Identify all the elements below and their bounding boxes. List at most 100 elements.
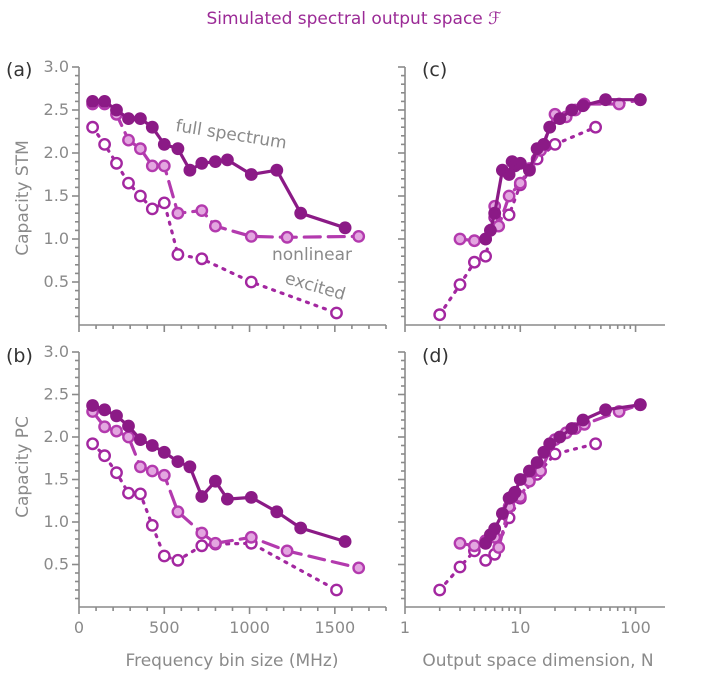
data-point-nonlinear bbox=[502, 189, 516, 203]
data-point-nonlinear bbox=[453, 232, 467, 246]
data-point-full bbox=[195, 156, 209, 170]
plot-area-a: 3.0 2.5 2.0 1.5 1.0 0.5 bbox=[44, 57, 387, 332]
data-point-full bbox=[565, 422, 579, 435]
data-point-full bbox=[338, 535, 352, 548]
data-point-full bbox=[294, 521, 308, 535]
data-point-full bbox=[513, 156, 527, 170]
plot-area-c bbox=[398, 66, 665, 332]
data-point-excited bbox=[502, 208, 516, 222]
data-point-full bbox=[220, 153, 234, 167]
y-tick-label: 2.0 bbox=[44, 427, 69, 446]
data-point-full bbox=[294, 206, 308, 220]
data-point-nonlinear bbox=[195, 526, 209, 540]
data-point-full bbox=[208, 155, 222, 169]
data-point-excited bbox=[453, 278, 467, 291]
data-point-full bbox=[576, 99, 590, 113]
xlabel-frequency: Frequency bin size (MHz) bbox=[126, 651, 339, 671]
annotation-excited: excited bbox=[283, 269, 348, 305]
data-point-excited bbox=[157, 196, 171, 210]
panel-label-b: (b) bbox=[6, 345, 33, 367]
ylabel-pc: Capacity PC bbox=[13, 416, 33, 518]
y-tick-label: 0.5 bbox=[44, 272, 69, 291]
data-point-nonlinear bbox=[208, 536, 222, 550]
data-point-nonlinear bbox=[352, 229, 366, 243]
figure-title: Simulated spectral output space ℱ bbox=[206, 9, 501, 29]
data-point-full bbox=[495, 507, 509, 520]
data-point-nonlinear bbox=[122, 133, 135, 147]
data-point-excited bbox=[98, 137, 112, 151]
annotation-nonlinear: nonlinear bbox=[272, 245, 352, 265]
data-point-excited bbox=[145, 202, 159, 216]
y-tick-label: 2.5 bbox=[44, 100, 69, 119]
data-point-nonlinear bbox=[513, 176, 527, 190]
data-point-full bbox=[270, 163, 284, 177]
data-point-nonlinear bbox=[453, 536, 467, 550]
data-point-excited bbox=[330, 306, 343, 320]
data-point-nonlinear bbox=[145, 464, 159, 478]
x-tick-label: 0 bbox=[74, 618, 84, 637]
x-tick-label: 500 bbox=[149, 618, 180, 637]
data-point-full bbox=[488, 522, 502, 536]
data-point-excited bbox=[171, 553, 185, 567]
data-point-excited bbox=[157, 549, 171, 563]
data-point-full bbox=[122, 419, 135, 433]
data-point-nonlinear bbox=[171, 206, 185, 220]
data-point-nonlinear bbox=[244, 229, 258, 243]
data-point-full bbox=[157, 137, 171, 151]
data-point-full bbox=[508, 485, 522, 499]
data-point-excited bbox=[195, 539, 209, 553]
data-point-full bbox=[171, 142, 185, 156]
x-tick-label: 100 bbox=[620, 618, 651, 637]
data-point-full bbox=[502, 168, 516, 181]
data-point-excited bbox=[453, 560, 467, 574]
data-point-full bbox=[338, 221, 352, 235]
data-point-excited bbox=[467, 255, 481, 269]
data-point-excited bbox=[433, 308, 447, 322]
data-point-full bbox=[98, 95, 112, 108]
data-point-full bbox=[537, 137, 551, 151]
data-point-full bbox=[110, 103, 123, 117]
data-point-nonlinear bbox=[145, 159, 159, 173]
series-line-excited bbox=[90, 442, 339, 592]
y-tick-label: 1.0 bbox=[44, 512, 69, 531]
panel-label-d: (d) bbox=[422, 345, 449, 367]
data-point-full bbox=[133, 433, 147, 446]
data-point-excited bbox=[195, 252, 209, 266]
data-point-full bbox=[244, 168, 258, 181]
panel-c: (c) bbox=[398, 59, 665, 332]
data-point-excited bbox=[110, 466, 123, 480]
plot-area-d: 1 10 100 bbox=[398, 351, 665, 637]
data-point-full bbox=[220, 492, 234, 506]
panel-a: (a) Capacity STM 3.0 2.5 2.0 1.5 1.0 0.5 full… bbox=[6, 57, 387, 332]
data-point-full bbox=[543, 120, 557, 134]
data-point-full bbox=[183, 460, 197, 474]
data-point-nonlinear bbox=[133, 142, 147, 156]
panel-label-a: (a) bbox=[6, 59, 32, 81]
data-point-full bbox=[523, 464, 536, 478]
series-line-full bbox=[90, 99, 347, 230]
data-point-excited bbox=[122, 176, 135, 190]
data-point-full bbox=[133, 112, 147, 126]
data-point-nonlinear bbox=[133, 460, 147, 474]
data-point-excited bbox=[86, 437, 100, 451]
data-point-excited bbox=[133, 189, 147, 203]
data-point-full bbox=[98, 403, 112, 417]
data-point-nonlinear bbox=[492, 541, 506, 554]
data-point-excited bbox=[171, 248, 185, 261]
data-point-excited bbox=[110, 156, 123, 170]
data-point-excited bbox=[86, 120, 100, 134]
data-point-excited bbox=[330, 583, 343, 597]
data-point-full bbox=[530, 456, 544, 469]
y-tick-label: 0.5 bbox=[44, 555, 69, 574]
data-point-excited bbox=[133, 487, 147, 501]
data-point-full bbox=[195, 490, 209, 503]
series-line-full bbox=[90, 403, 347, 544]
ylabel-stm: Capacity STM bbox=[13, 140, 33, 256]
data-point-full bbox=[171, 455, 185, 468]
y-tick-label: 1.5 bbox=[44, 186, 69, 205]
x-tick-label: 1000 bbox=[229, 618, 270, 637]
data-point-full bbox=[270, 505, 284, 519]
data-point-nonlinear bbox=[157, 468, 171, 482]
series-line-nonlinear bbox=[458, 403, 642, 550]
